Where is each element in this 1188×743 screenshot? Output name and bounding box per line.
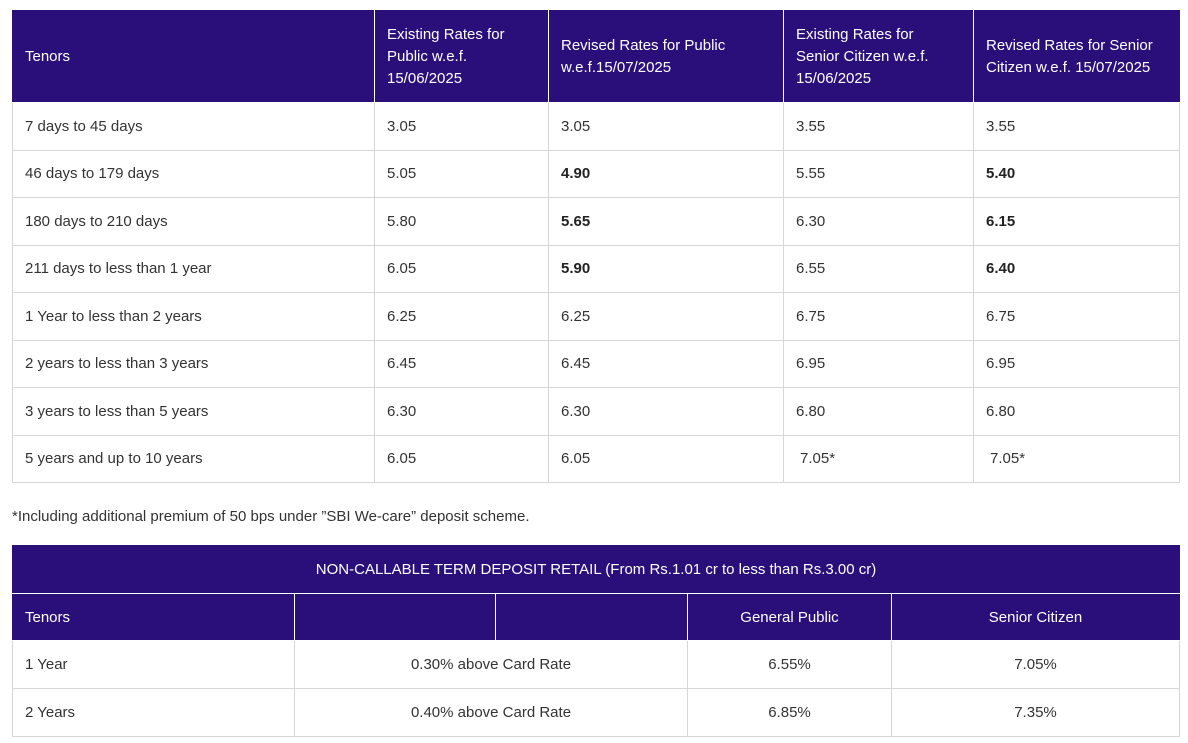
table-row: 3 years to less than 5 years 6.30 6.30 6…: [12, 387, 1180, 436]
existing-public-cell: 6.05: [374, 434, 549, 483]
ncd-header-general-public: General Public: [687, 593, 892, 641]
revised-public-cell: 3.05: [548, 102, 784, 151]
table-row: 1 Year to less than 2 years 6.25 6.25 6.…: [12, 292, 1180, 341]
non-callable-deposit-table: NON-CALLABLE TERM DEPOSIT RETAIL (From R…: [12, 545, 1180, 737]
tenor-cell: 211 days to less than 1 year: [12, 244, 375, 293]
fd-rates-table: Tenors Existing Rates for Public w.e.f. …: [12, 10, 1180, 483]
revised-senior-cell: 7.05*: [973, 434, 1180, 483]
table-row: 5 years and up to 10 years 6.05 6.05 7.0…: [12, 434, 1180, 483]
tenor-cell: 1 Year to less than 2 years: [12, 292, 375, 341]
revised-senior-cell: 6.40: [973, 244, 1180, 293]
table-row: 2 years to less than 3 years 6.45 6.45 6…: [12, 339, 1180, 388]
existing-senior-cell: 6.55: [783, 244, 974, 293]
revised-public-cell: 6.25: [548, 292, 784, 341]
ncd-header-row: Tenors General Public Senior Citizen: [12, 593, 1180, 641]
table-row: 1 Year 0.30% above Card Rate 6.55% 7.05%: [12, 640, 1180, 689]
tenor-cell: 180 days to 210 days: [12, 197, 375, 246]
ncd-header-blank: [294, 593, 496, 641]
existing-senior-cell: 7.05*: [783, 434, 974, 483]
existing-senior-cell: 3.55: [783, 102, 974, 151]
rates-header-row: Tenors Existing Rates for Public w.e.f. …: [12, 10, 1180, 103]
revised-senior-cell: 6.95: [973, 339, 1180, 388]
footnote-we-care: *Including additional premium of 50 bps …: [12, 508, 530, 525]
table-row: 211 days to less than 1 year 6.05 5.90 6…: [12, 244, 1180, 293]
revised-senior-cell: 3.55: [973, 102, 1180, 151]
ncd-header-blank: [495, 593, 688, 641]
ncd-general-public-cell: 6.85%: [687, 688, 892, 737]
tenor-cell: 3 years to less than 5 years: [12, 387, 375, 436]
existing-senior-cell: 6.75: [783, 292, 974, 341]
ncd-tenor-cell: 2 Years: [12, 688, 295, 737]
ncd-tenor-cell: 1 Year: [12, 640, 295, 689]
revised-public-cell: 6.45: [548, 339, 784, 388]
existing-public-cell: 6.25: [374, 292, 549, 341]
existing-public-cell: 6.45: [374, 339, 549, 388]
revised-senior-cell: 6.80: [973, 387, 1180, 436]
ncd-senior-citizen-cell: 7.05%: [891, 640, 1180, 689]
revised-senior-cell: 6.15: [973, 197, 1180, 246]
revised-senior-cell: 5.40: [973, 149, 1180, 198]
existing-public-cell: 6.05: [374, 244, 549, 293]
revised-public-cell: 5.65: [548, 197, 784, 246]
existing-senior-cell: 6.80: [783, 387, 974, 436]
ncd-senior-citizen-cell: 7.35%: [891, 688, 1180, 737]
tenor-cell: 2 years to less than 3 years: [12, 339, 375, 388]
revised-public-cell: 6.30: [548, 387, 784, 436]
ncd-premium-cell: 0.30% above Card Rate: [294, 640, 688, 689]
existing-public-cell: 3.05: [374, 102, 549, 151]
table-row: 46 days to 179 days 5.05 4.90 5.55 5.40: [12, 149, 1180, 198]
table-row: 7 days to 45 days 3.05 3.05 3.55 3.55: [12, 102, 1180, 151]
revised-public-cell: 4.90: [548, 149, 784, 198]
table-row: 2 Years 0.40% above Card Rate 6.85% 7.35…: [12, 688, 1180, 737]
revised-public-cell: 5.90: [548, 244, 784, 293]
header-revised-senior: Revised Rates for Senior Citizen w.e.f. …: [973, 10, 1180, 103]
revised-public-cell: 6.05: [548, 434, 784, 483]
tenor-cell: 46 days to 179 days: [12, 149, 375, 198]
ncd-caption-row: NON-CALLABLE TERM DEPOSIT RETAIL (From R…: [12, 545, 1180, 594]
tenor-cell: 7 days to 45 days: [12, 102, 375, 151]
header-tenors: Tenors: [12, 10, 375, 103]
ncd-table-caption: NON-CALLABLE TERM DEPOSIT RETAIL (From R…: [12, 545, 1180, 594]
existing-public-cell: 5.80: [374, 197, 549, 246]
header-existing-senior: Existing Rates for Senior Citizen w.e.f.…: [783, 10, 974, 103]
existing-public-cell: 6.30: [374, 387, 549, 436]
table-row: 180 days to 210 days 5.80 5.65 6.30 6.15: [12, 197, 1180, 246]
header-existing-public: Existing Rates for Public w.e.f. 15/06/2…: [374, 10, 549, 103]
existing-senior-cell: 6.95: [783, 339, 974, 388]
tenor-cell: 5 years and up to 10 years: [12, 434, 375, 483]
ncd-header-senior-citizen: Senior Citizen: [891, 593, 1180, 641]
ncd-premium-cell: 0.40% above Card Rate: [294, 688, 688, 737]
existing-senior-cell: 6.30: [783, 197, 974, 246]
existing-public-cell: 5.05: [374, 149, 549, 198]
ncd-general-public-cell: 6.55%: [687, 640, 892, 689]
revised-senior-cell: 6.75: [973, 292, 1180, 341]
header-revised-public: Revised Rates for Public w.e.f.15/07/202…: [548, 10, 784, 103]
existing-senior-cell: 5.55: [783, 149, 974, 198]
ncd-header-tenors: Tenors: [12, 593, 295, 641]
